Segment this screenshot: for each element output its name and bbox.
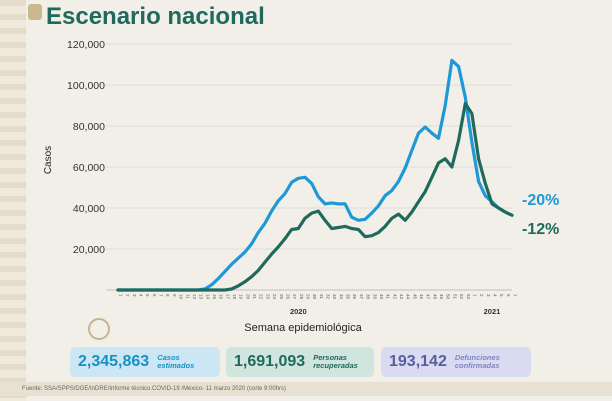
x-tick-label: 34 [339, 294, 344, 300]
y-tick-label: 60,000 [73, 162, 105, 174]
x-tick-label: 28 [299, 294, 304, 300]
x-tick-label: 45 [412, 294, 417, 300]
stat-deaths: 193,142 Defunciones confirmadas [381, 347, 531, 377]
x-tick-label: 52 [459, 294, 464, 300]
stat-estimated-cases: 2,345,863 Casos estimados [70, 347, 220, 377]
government-logo-icon [28, 4, 42, 20]
x-tick-label: 13 [199, 294, 204, 300]
stat-value: 1,691,093 [234, 353, 306, 370]
x-tick-label: 18 [232, 294, 237, 300]
x-tick-label: 9 [172, 294, 177, 297]
x-tick-label: 36 [352, 294, 357, 300]
x-tick-label: 37 [359, 294, 364, 300]
stat-value: 2,345,863 [78, 353, 150, 370]
x-tick-label: 11 [185, 294, 190, 299]
x-tick-label: 35 [346, 294, 351, 300]
x-tick-label: 24 [272, 294, 277, 300]
x-tick-label: 23 [265, 294, 270, 300]
y-tick-label: 100,000 [67, 80, 105, 92]
y-tick-label: 20,000 [73, 244, 105, 256]
x-tick-label: 42 [392, 294, 397, 300]
series-end-label: -12% [522, 221, 559, 238]
x-tick-label: 29 [305, 294, 310, 300]
stat-value: 193,142 [389, 353, 447, 370]
x-tick-label: 4 [492, 294, 497, 297]
y-tick-label: 120,000 [67, 39, 105, 51]
series-line-2 [116, 101, 514, 292]
x-tick-label: 27 [292, 294, 297, 300]
x-tick-label: 7 [159, 294, 164, 297]
x-tick-label: 51 [452, 294, 457, 300]
stat-label: Casos estimados [157, 353, 195, 370]
x-tick-label: 21 [252, 294, 257, 300]
y-axis-label: Casos [43, 146, 54, 174]
x-tick-label: 3 [132, 294, 137, 297]
x-tick-label: 46 [419, 294, 424, 300]
x-axis-label: Semana epidemiológica [244, 322, 362, 334]
source-footnote: Fuente: SSA/SPPS/DGE/InDRE/Informe técni… [0, 382, 612, 396]
page-title: Escenario nacional [46, 3, 265, 30]
x-tick-label: 26 [285, 294, 290, 300]
x-tick-label: 5 [145, 294, 150, 297]
y-tick-label: 40,000 [73, 203, 105, 215]
x-tick-label: 20 [245, 294, 250, 300]
seal-icon [88, 318, 110, 340]
x-tick-label: 2 [125, 294, 130, 297]
x-tick-label: 1 [119, 294, 124, 297]
x-tick-label: 47 [426, 294, 431, 300]
x-tick-label: 49 [439, 294, 444, 300]
x-tick-label: 16 [219, 294, 224, 300]
stat-label: Defunciones confirmadas [454, 353, 500, 370]
x-tick-label: 5 [499, 294, 504, 297]
x-tick-label: 17 [225, 294, 230, 300]
x-tick-label: 15 [212, 294, 217, 300]
x-tick-label: 48 [432, 294, 437, 300]
x-tick-label: 43 [399, 294, 404, 300]
x-tick-label: 2 [479, 294, 484, 297]
stat-recovered: 1,691,093 Personas recuperadas [226, 347, 374, 377]
x-tick-label: 32 [326, 294, 331, 300]
series-line-1 [116, 58, 514, 292]
x-tick-label: 30 [312, 294, 317, 300]
x-tick-label: 8 [165, 294, 170, 297]
x-tick-label: 7 [513, 294, 518, 297]
x-tick-label: 12 [192, 294, 197, 300]
x-tick-label: 4 [139, 294, 144, 297]
x-tick-label: 1 [472, 294, 477, 297]
year-label: 2021 [484, 307, 501, 316]
x-tick-label: 41 [386, 294, 391, 300]
x-tick-label: 50 [446, 294, 451, 300]
decorative-border [0, 0, 26, 401]
x-tick-label: 44 [406, 294, 411, 300]
year-label: 2020 [290, 307, 307, 316]
x-tick-label: 6 [506, 294, 511, 297]
x-tick-label: 39 [372, 294, 377, 300]
x-tick-label: 25 [279, 294, 284, 300]
stat-label: Personas recuperadas [313, 353, 358, 370]
x-tick-label: 33 [332, 294, 337, 300]
x-tick-label: 53 [466, 294, 471, 300]
x-tick-label: 31 [319, 294, 324, 300]
x-tick-label: 22 [259, 294, 264, 300]
x-tick-label: 14 [205, 294, 210, 300]
y-tick-label: 80,000 [73, 121, 105, 133]
x-tick-label: 19 [239, 294, 244, 300]
x-tick-label: 38 [366, 294, 371, 300]
series-end-label: -20% [522, 192, 559, 209]
x-tick-label: 10 [179, 294, 184, 300]
x-tick-label: 3 [486, 294, 491, 297]
x-tick-label: 40 [379, 294, 384, 300]
x-tick-label: 6 [152, 294, 157, 297]
